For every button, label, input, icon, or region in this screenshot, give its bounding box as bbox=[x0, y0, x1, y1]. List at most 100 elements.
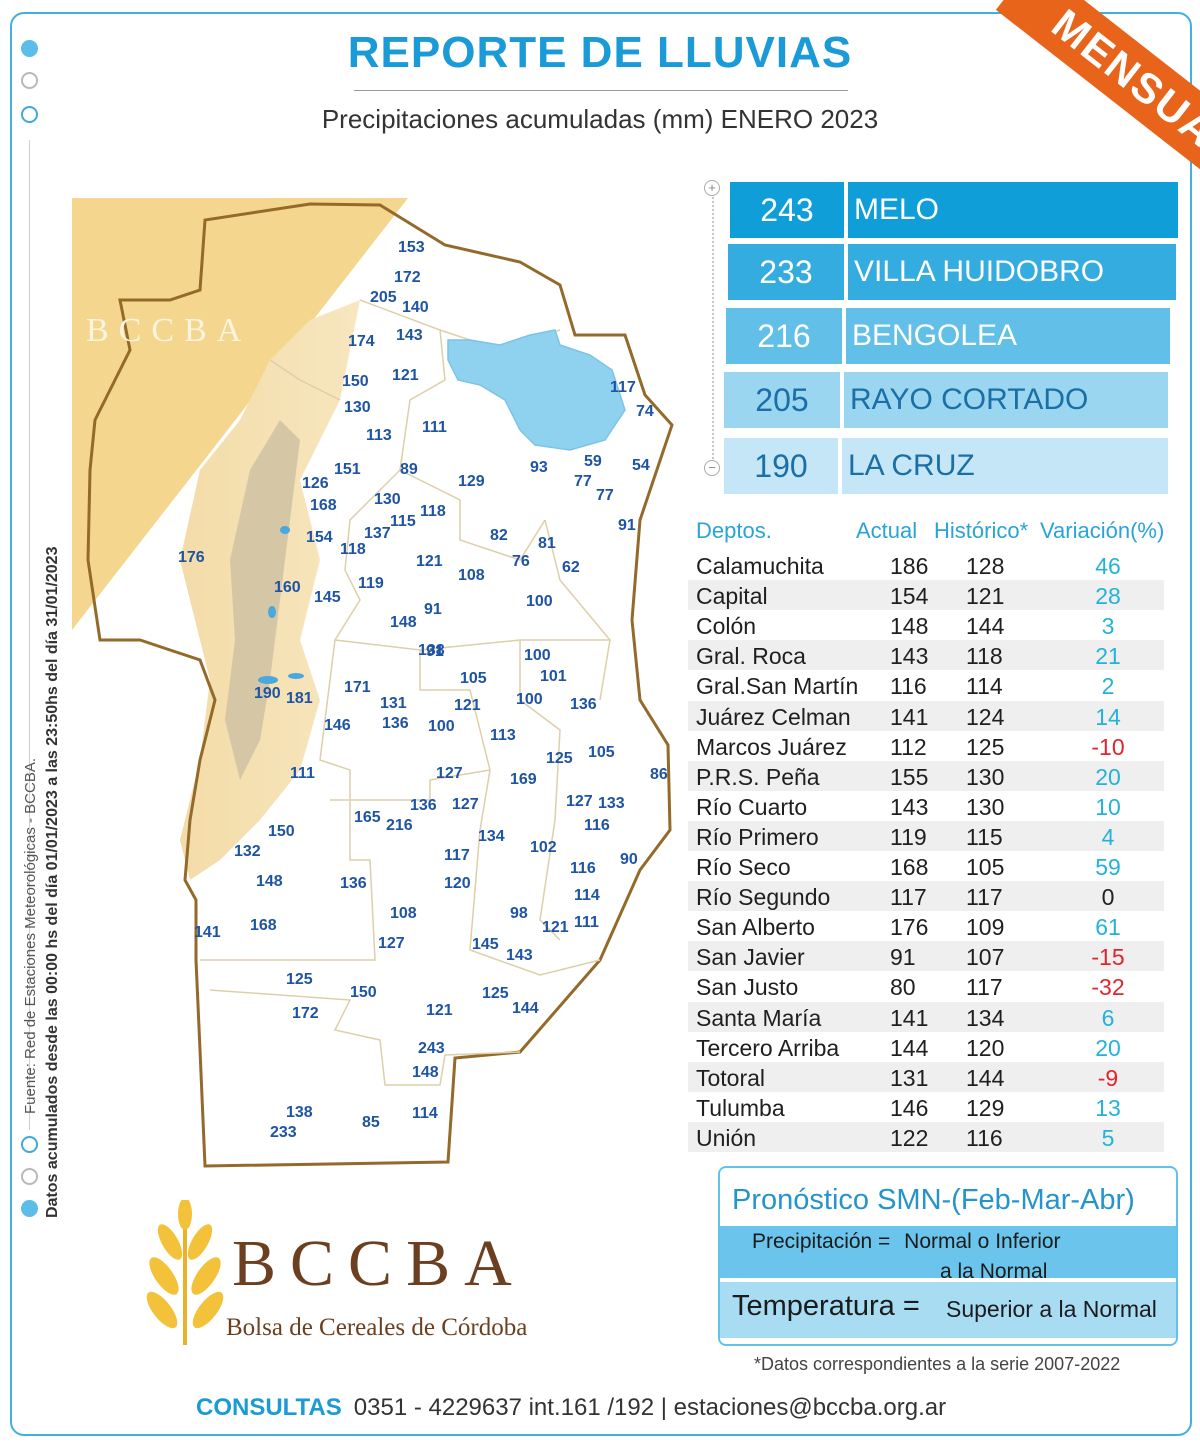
contact-info[interactable]: 0351 - 4229637 int.161 /192 | estaciones… bbox=[353, 1394, 947, 1421]
title-rule bbox=[354, 90, 848, 91]
dept-cell: Río Segundo bbox=[696, 884, 831, 911]
expand-icon[interactable]: + bbox=[704, 180, 720, 196]
rail-dot-ring-grey-bottom bbox=[21, 1168, 38, 1185]
map-station-value: 190 bbox=[254, 685, 281, 702]
map-station-value: 91 bbox=[426, 643, 444, 660]
actual-cell: 119 bbox=[890, 823, 927, 850]
map-station-value: 90 bbox=[620, 851, 638, 868]
map-station-value: 76 bbox=[512, 553, 530, 570]
variation-cell: 13 bbox=[1095, 1094, 1121, 1121]
actual-cell: 144 bbox=[890, 1034, 929, 1061]
table-row: San Javier 91 107 -15 bbox=[688, 941, 1164, 972]
variation-cell: 20 bbox=[1095, 763, 1121, 790]
dept-cell: San Justo bbox=[696, 974, 799, 1001]
table-row: Río Cuarto 143 130 10 bbox=[688, 791, 1164, 821]
rail-dot-ring-grey-top bbox=[21, 72, 38, 89]
logo-text: BCCBA bbox=[232, 1227, 526, 1300]
map-station-value: 121 bbox=[416, 553, 443, 570]
map-station-value: 150 bbox=[350, 984, 377, 1001]
variation-cell: 2 bbox=[1101, 673, 1115, 700]
dept-cell: P.R.S. Peña bbox=[696, 763, 820, 790]
map-station-value: 91 bbox=[424, 601, 442, 618]
dept-cell: Colón bbox=[696, 613, 757, 640]
map-station-value: 98 bbox=[510, 905, 528, 922]
map-station-value: 121 bbox=[542, 919, 569, 936]
map-station-value: 108 bbox=[458, 567, 485, 584]
contact-label: CONSULTAS bbox=[196, 1394, 342, 1421]
top-station-row: 243 MELO bbox=[730, 182, 1178, 238]
col-header-dept: Deptos. bbox=[696, 518, 772, 543]
historic-cell: 125 bbox=[966, 733, 1005, 760]
forecast-precip-value-2: a la Normal bbox=[940, 1260, 1048, 1283]
map-station-value: 117 bbox=[444, 847, 470, 864]
actual-cell: 176 bbox=[890, 914, 929, 941]
actual-cell: 146 bbox=[890, 1094, 929, 1121]
map-station-value: 150 bbox=[268, 823, 295, 840]
map-station-value: 111 bbox=[290, 765, 315, 782]
variation-cell: 4 bbox=[1101, 823, 1115, 850]
historic-cell: 144 bbox=[966, 613, 1005, 640]
reservoirs bbox=[258, 526, 304, 684]
map-station-value: 140 bbox=[402, 299, 429, 316]
collapse-icon[interactable]: − bbox=[704, 460, 720, 476]
col-header-historic: Histórico* bbox=[934, 518, 1029, 543]
map-station-value: 143 bbox=[506, 947, 533, 964]
map-station-value: 174 bbox=[348, 333, 375, 350]
map-station-value: 59 bbox=[584, 453, 602, 470]
historic-cell: 130 bbox=[966, 763, 1005, 790]
actual-cell: 122 bbox=[890, 1124, 929, 1151]
actual-cell: 168 bbox=[890, 854, 929, 880]
historic-cell: 124 bbox=[966, 703, 1005, 730]
table-row: Unión 122 116 5 bbox=[688, 1121, 1164, 1152]
map-station-value: 77 bbox=[574, 473, 592, 490]
actual-cell: 148 bbox=[890, 613, 929, 640]
table-row: Río Primero 119 115 4 bbox=[688, 820, 1164, 851]
map-station-value: 176 bbox=[178, 549, 205, 566]
forecast-title: Pronóstico SMN-(Feb-Mar-Abr) bbox=[732, 1184, 1135, 1216]
top-station-row: 205 RAYO CORTADO bbox=[724, 372, 1168, 428]
dept-cell: Santa María bbox=[696, 1004, 822, 1031]
historic-cell: 114 bbox=[966, 673, 1003, 700]
forecast-temp-band bbox=[720, 1282, 1176, 1338]
actual-cell: 112 bbox=[890, 733, 927, 760]
map-station-value: 136 bbox=[340, 875, 367, 892]
map-station-value: 120 bbox=[444, 875, 471, 892]
map-station-value: 108 bbox=[390, 905, 417, 922]
map-station-value: 132 bbox=[234, 843, 261, 860]
actual-cell: 117 bbox=[890, 884, 927, 911]
historic-cell: 117 bbox=[966, 974, 1003, 1001]
mar-chiquita-lake bbox=[447, 329, 626, 451]
forecast-precip-value-1: Normal o Inferior bbox=[904, 1230, 1061, 1253]
actual-cell: 154 bbox=[890, 583, 929, 610]
dept-cell: Calamuchita bbox=[696, 553, 824, 579]
map-station-value: 130 bbox=[344, 399, 371, 416]
map-station-value: 77 bbox=[596, 487, 614, 504]
map-station-value: 172 bbox=[394, 269, 421, 286]
top-station-name: LA CRUZ bbox=[842, 438, 1168, 494]
actual-cell: 80 bbox=[890, 974, 916, 1001]
actual-cell: 186 bbox=[890, 553, 929, 579]
map-station-value: 148 bbox=[390, 614, 417, 631]
table-row: Gral.San Martín 116 114 2 bbox=[688, 670, 1164, 700]
table-row: Colón 148 144 3 bbox=[688, 610, 1164, 640]
map-station-value: 102 bbox=[530, 839, 557, 856]
dept-cell: Río Seco bbox=[696, 854, 791, 880]
rail-line bbox=[29, 140, 30, 1130]
map-station-value: 151 bbox=[334, 461, 361, 478]
map-station-value: 136 bbox=[570, 696, 597, 713]
logo-subtitle: Bolsa de Cereales de Córdoba bbox=[226, 1314, 528, 1341]
map-station-value: 101 bbox=[540, 668, 567, 685]
dept-cell: Juárez Celman bbox=[696, 703, 851, 730]
forecast-temp-label: Temperatura = bbox=[732, 1290, 920, 1322]
variation-cell: -15 bbox=[1091, 944, 1125, 971]
dept-cell: Capital bbox=[696, 583, 768, 610]
historic-cell: 129 bbox=[966, 1094, 1005, 1121]
map-station-value: 131 bbox=[380, 695, 407, 712]
map-station-value: 153 bbox=[398, 239, 425, 256]
map-station-value: 85 bbox=[362, 1114, 380, 1131]
variation-cell: 46 bbox=[1095, 553, 1121, 579]
table-row: San Justo 80 117 -32 bbox=[688, 971, 1164, 1001]
table-row: Marcos Juárez 112 125 -10 bbox=[688, 731, 1164, 761]
map-station-value: 119 bbox=[358, 575, 384, 592]
